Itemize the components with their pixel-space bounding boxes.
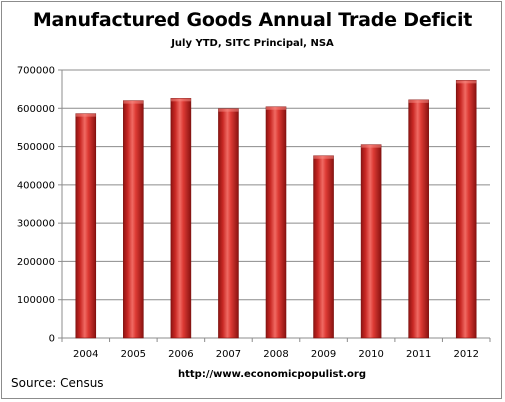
chart-title: Manufactured Goods Annual Trade Deficit [32, 9, 473, 31]
bar [313, 155, 334, 339]
y-tick-label: 300000 [17, 219, 55, 230]
y-tick-label: 400000 [17, 180, 55, 191]
y-tick-label: 500000 [17, 142, 55, 153]
y-tick-label: 700000 [17, 66, 55, 77]
x-tick-label: 2010 [358, 349, 383, 360]
bar-cap [75, 113, 96, 117]
x-tick-label: 2012 [453, 349, 478, 360]
chart-subtitle: July YTD, SITC Principal, NSA [171, 38, 334, 49]
x-tick-label: 2005 [121, 349, 146, 360]
y-tick-label: 100000 [17, 295, 55, 306]
bar-cap [456, 80, 477, 84]
x-tick-label: 2007 [216, 349, 241, 360]
bar-cap [123, 100, 144, 104]
x-tick-label: 2009 [311, 349, 336, 360]
x-tick-label: 2008 [263, 349, 288, 360]
source-url: http://www.economicpopulist.org [178, 369, 367, 380]
bar-cap [361, 144, 382, 148]
bar [218, 108, 239, 339]
bar-cap [170, 98, 191, 102]
x-tick-label: 2004 [73, 349, 98, 360]
bar [408, 99, 429, 339]
bar-cap [218, 108, 239, 112]
bar-cap [408, 99, 429, 103]
y-tick-label: 200000 [17, 257, 55, 268]
source-note: Source: Census [11, 376, 104, 390]
bar [360, 144, 382, 339]
bar [170, 98, 192, 339]
bar [455, 80, 477, 339]
bar [123, 100, 144, 339]
bar [265, 106, 287, 339]
bar-cap [266, 106, 286, 110]
bar-cap [313, 155, 334, 159]
y-tick-label: 0 [49, 334, 55, 345]
x-tick-label: 2011 [406, 349, 431, 360]
bar [75, 113, 97, 339]
y-tick-label: 600000 [17, 104, 55, 115]
x-tick-label: 2006 [168, 349, 193, 360]
